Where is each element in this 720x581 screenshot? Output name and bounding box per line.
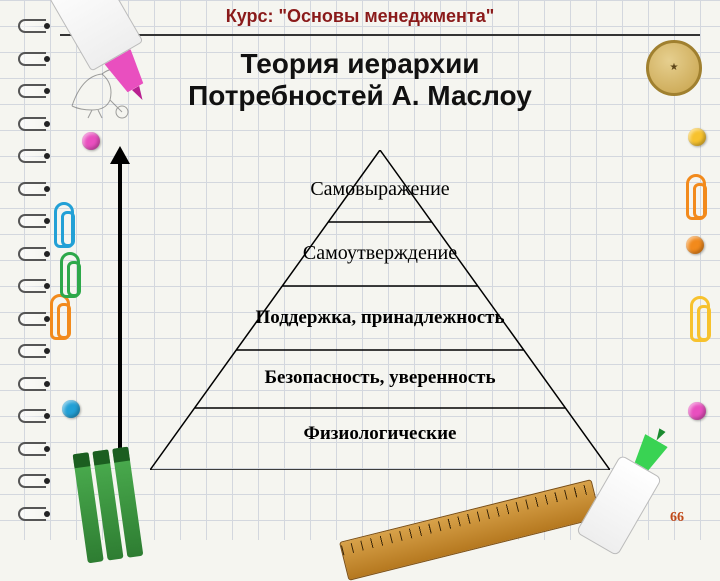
pushpin bbox=[62, 400, 80, 418]
page-number: 66 bbox=[670, 510, 684, 526]
paperclip bbox=[690, 296, 710, 342]
pushpin bbox=[688, 402, 706, 420]
title-line-2: Потребностей А. Маслоу bbox=[188, 80, 532, 111]
pyramid-level-3: Поддержка, принадлежность bbox=[150, 307, 610, 329]
pyramid-level-5: Физиологические bbox=[150, 423, 610, 445]
paperclip bbox=[60, 252, 80, 298]
title-line-1: Теория иерархии bbox=[240, 48, 479, 79]
pyramid-level-1: Самовыражение bbox=[150, 178, 610, 201]
paperclip bbox=[50, 294, 70, 340]
maslow-diagram: Самовыражение Самоутверждение Поддержка, п… bbox=[110, 150, 610, 480]
paperclip bbox=[686, 174, 706, 220]
pyramid-level-4: Безопасность, уверенность bbox=[150, 367, 610, 389]
pyramid-level-2: Самоутверждение bbox=[150, 242, 610, 265]
paperclip bbox=[54, 202, 74, 248]
pyramid: Самовыражение Самоутверждение Поддержка, п… bbox=[150, 150, 610, 470]
hierarchy-arrow-up bbox=[118, 160, 122, 470]
pushpin bbox=[686, 236, 704, 254]
pushpin bbox=[688, 128, 706, 146]
pushpin bbox=[82, 132, 100, 150]
seal-badge: ★ bbox=[646, 40, 702, 96]
